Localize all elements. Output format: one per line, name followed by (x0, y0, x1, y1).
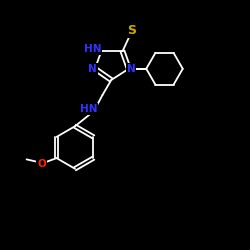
Text: N: N (88, 64, 97, 74)
Text: HN: HN (80, 104, 98, 114)
Text: S: S (127, 24, 136, 37)
Text: N: N (127, 64, 136, 74)
Text: HN: HN (84, 44, 101, 54)
Text: O: O (37, 160, 46, 170)
